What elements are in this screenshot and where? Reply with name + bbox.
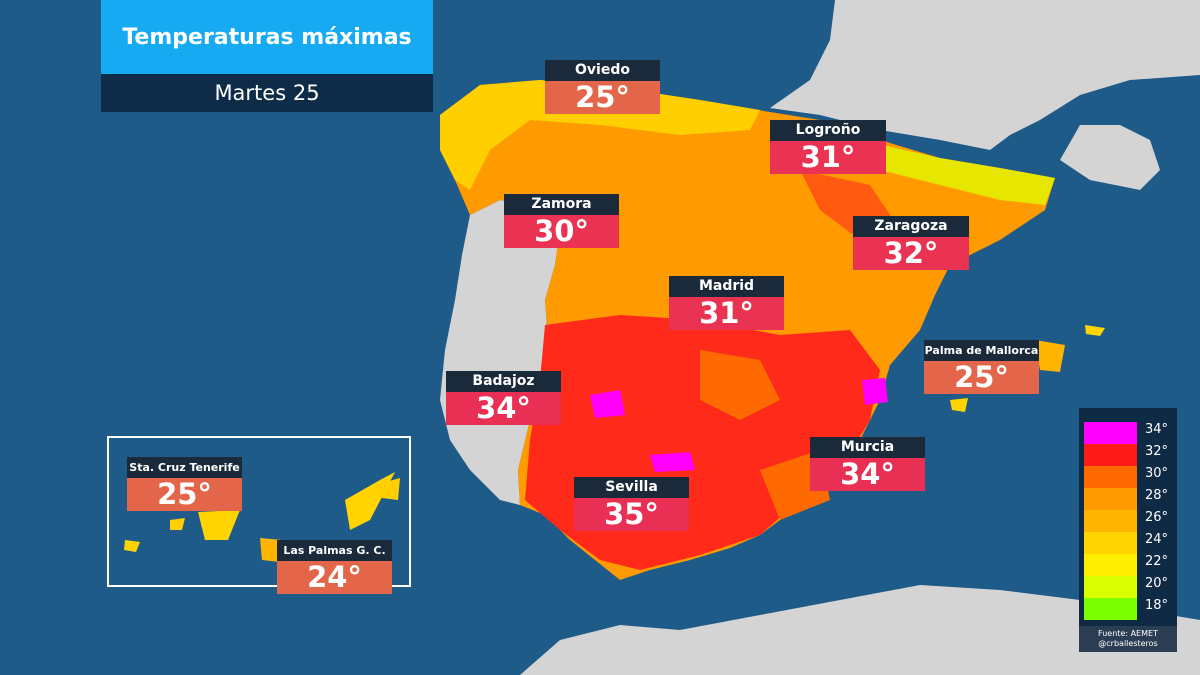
city-name: Sta. Cruz Tenerife: [127, 457, 242, 478]
legend-label: 18°: [1145, 598, 1169, 613]
legend-swatch-20: [1084, 576, 1137, 598]
city-name: Sevilla: [574, 477, 689, 498]
city-name: Palma de Mallorca: [924, 340, 1039, 361]
city-label-madrid: Madrid 31°: [669, 276, 784, 330]
menorca-land: [1085, 325, 1105, 336]
legend-swatch-24: [1084, 532, 1137, 554]
author-line: @crballesteros: [1098, 639, 1158, 648]
legend-label: 30°: [1145, 466, 1169, 481]
map-subtitle: Martes 25: [101, 74, 433, 112]
temperature-legend: 34° 32° 30° 28° 26° 24° 22° 20° 18° Fuen…: [1079, 408, 1177, 652]
city-label-zamora: Zamora 30°: [504, 194, 619, 248]
city-label-murcia: Murcia 34°: [810, 437, 925, 491]
city-temp: 31°: [669, 297, 784, 330]
legend-label: 26°: [1145, 510, 1169, 525]
legend-swatch-34: [1084, 422, 1137, 444]
gran-canaria-land: [260, 538, 282, 562]
city-name: Logroño: [770, 120, 886, 141]
france-land: [770, 0, 1200, 150]
city-label-santa-cruz-tenerife: Sta. Cruz Tenerife 25°: [127, 457, 242, 511]
city-name: Badajoz: [446, 371, 561, 392]
city-label-oviedo: Oviedo 25°: [545, 60, 660, 114]
legend-label: 22°: [1145, 554, 1169, 569]
city-temp: 25°: [545, 81, 660, 114]
city-temp: 31°: [770, 141, 886, 174]
city-temp: 25°: [127, 478, 242, 511]
legend-swatch-28: [1084, 488, 1137, 510]
legend-swatch-30: [1084, 466, 1137, 488]
la-gomera-land: [170, 518, 185, 530]
portugal-land: [440, 200, 560, 505]
city-name: Oviedo: [545, 60, 660, 81]
city-name: Madrid: [669, 276, 784, 297]
legend-label: 34°: [1145, 422, 1169, 437]
city-temp: 32°: [853, 237, 969, 270]
ibiza-land: [950, 398, 968, 412]
tenerife-land: [198, 510, 240, 540]
city-label-zaragoza: Zaragoza 32°: [853, 216, 969, 270]
legend-swatch-26: [1084, 510, 1137, 532]
city-temp: 34°: [810, 458, 925, 491]
city-name: Zaragoza: [853, 216, 969, 237]
city-name: Las Palmas G. C.: [277, 540, 392, 561]
city-label-las-palmas: Las Palmas G. C. 24°: [277, 540, 392, 594]
legend-label: 20°: [1145, 576, 1169, 591]
africa-land: [520, 585, 1200, 675]
city-label-logrono: Logroño 31°: [770, 120, 886, 174]
lanzarote-land: [375, 478, 400, 500]
legend-label: 24°: [1145, 532, 1169, 547]
source-line: Fuente: AEMET: [1098, 629, 1158, 638]
legend-swatch-18: [1084, 598, 1137, 620]
la-palma-land: [124, 540, 140, 552]
corsica-land: [1060, 125, 1160, 190]
city-temp: 35°: [574, 498, 689, 531]
city-temp: 24°: [277, 561, 392, 594]
legend-label: 32°: [1145, 444, 1169, 459]
city-temp: 30°: [504, 215, 619, 248]
canary-islands-inset: [107, 436, 411, 587]
city-temp: 34°: [446, 392, 561, 425]
city-temp: 25°: [924, 361, 1039, 394]
legend-source: Fuente: AEMET @crballesteros: [1079, 626, 1177, 652]
legend-swatch-22: [1084, 554, 1137, 576]
city-label-palma: Palma de Mallorca 25°: [924, 340, 1039, 394]
legend-label: 28°: [1145, 488, 1169, 503]
title-block: Temperaturas máximas Martes 25: [101, 0, 433, 112]
city-name: Zamora: [504, 194, 619, 215]
map-title: Temperaturas máximas: [101, 0, 433, 74]
mallorca-land: [1035, 340, 1065, 372]
city-name: Murcia: [810, 437, 925, 458]
city-label-sevilla: Sevilla 35°: [574, 477, 689, 531]
city-label-badajoz: Badajoz 34°: [446, 371, 561, 425]
legend-swatch-32: [1084, 444, 1137, 466]
